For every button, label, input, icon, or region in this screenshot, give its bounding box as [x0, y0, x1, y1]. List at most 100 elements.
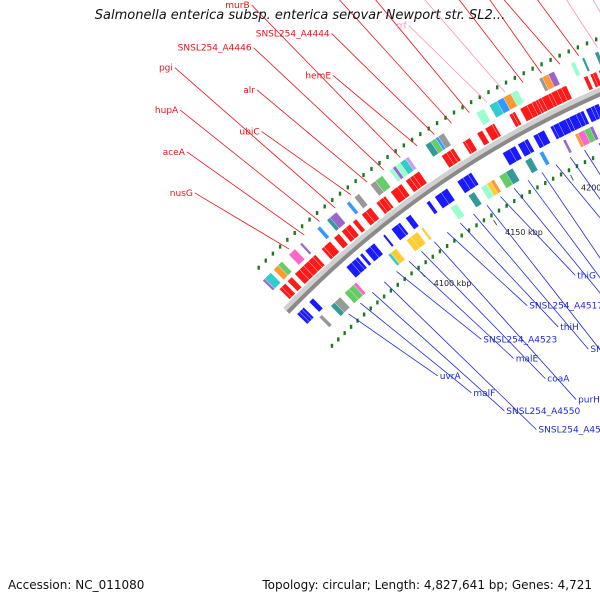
- gene-leader-line: [458, 0, 524, 83]
- reverse-cog-feature: [584, 127, 596, 143]
- gc-tick-dot: [308, 217, 311, 222]
- gc-tick-dot: [444, 115, 447, 120]
- reverse-cog-feature: [334, 297, 350, 313]
- gene-leader-line: [186, 151, 305, 236]
- reverse-feature: [383, 234, 394, 247]
- reverse-cog-feature: [450, 203, 465, 220]
- reverse-feature: [302, 307, 314, 320]
- reverse-cog-feature: [468, 192, 482, 208]
- reverse-feature: [426, 200, 438, 215]
- gene-leader-line: [446, 231, 528, 306]
- reverse-feature: [365, 246, 379, 262]
- forward-feature: [324, 241, 340, 258]
- forward-gene-labels: nusG aceA hupA pgi ubiC alr SNSL254_A4446 murB h…: [155, 0, 600, 250]
- forward-feature: [299, 265, 314, 280]
- forward-cog-feature: [346, 201, 359, 215]
- forward-cog-feature: [395, 162, 409, 178]
- forward-feature: [520, 105, 534, 122]
- reverse-cog-feature: [505, 168, 520, 185]
- forward-cog-feature: [400, 158, 414, 175]
- forward-cog-feature: [405, 156, 417, 171]
- gc-tick-dot: [549, 57, 552, 62]
- gc-tick-dot: [362, 172, 365, 177]
- gene-leader-line: [592, 0, 600, 13]
- reverse-feature: [391, 224, 407, 241]
- gc-tick-dot: [315, 210, 319, 215]
- gc-tick-dot: [424, 260, 427, 265]
- forward-feature: [561, 85, 573, 101]
- gc-tick-dot: [528, 189, 531, 194]
- gene-label: pgi: [159, 64, 173, 74]
- forward-feature: [397, 184, 410, 199]
- gc-tick-dot: [453, 238, 456, 243]
- forward-feature: [556, 88, 568, 103]
- gene-leader-line: [460, 222, 559, 328]
- gene-leader-line: [408, 25, 488, 103]
- gc-tick-dot: [445, 243, 449, 248]
- gene-label: nusG: [170, 189, 193, 199]
- gene-leader-line: [371, 292, 505, 412]
- gene-leader-line: [339, 0, 452, 124]
- gene-leader-line: [375, 0, 470, 113]
- gc-tick-dot: [487, 90, 490, 95]
- gene-leader-line: [174, 67, 336, 209]
- reverse-feature: [585, 107, 597, 123]
- forward-feature: [477, 130, 490, 146]
- gene-label: SNSL254_A4523: [483, 335, 557, 345]
- backbone-ring: [286, 92, 600, 314]
- gc-tick-dot: [286, 237, 289, 242]
- gc-tick-dot: [300, 224, 304, 229]
- tick-label: 4200 kbp: [581, 183, 600, 192]
- reverse-feature: [550, 125, 560, 140]
- reverse-feature: [594, 103, 600, 119]
- gene-leader-line: [527, 179, 600, 279]
- gene-leader-line: [473, 213, 589, 350]
- forward-feature: [462, 141, 472, 155]
- reverse-feature: [576, 112, 586, 127]
- gc-tick-dot: [558, 53, 561, 58]
- forward-feature: [485, 124, 499, 141]
- gene-label: rrf: [396, 21, 407, 31]
- reverse-gene-labels: uvrA malF SNSL254_A4550 SNSL254_A4528 SNSL25…: [348, 143, 600, 436]
- gc-tick-dot: [504, 80, 508, 85]
- forward-feature: [334, 233, 348, 249]
- gene-leader-line: [331, 33, 435, 135]
- reverse-cog-feature: [563, 139, 572, 154]
- gc-tick-dot: [497, 208, 501, 213]
- reverse-feature: [502, 149, 517, 166]
- feature-tracks: [262, 51, 600, 328]
- gene-label: SNSL254_A4444: [256, 30, 330, 40]
- reverse-cog-feature: [349, 284, 363, 300]
- reverse-feature: [405, 214, 419, 230]
- reverse-feature: [309, 298, 323, 312]
- gc-tick-dot: [520, 194, 524, 199]
- gc-tick-dot: [410, 137, 414, 142]
- reverse-feature: [537, 130, 551, 147]
- forward-feature: [383, 196, 394, 209]
- gc-tick-dot: [370, 166, 373, 171]
- forward-cog-feature: [300, 242, 312, 255]
- forward-feature: [541, 94, 555, 111]
- forward-cog-feature: [542, 74, 555, 90]
- reverse-cog-feature: [406, 237, 420, 252]
- gene-label: hupA: [155, 106, 179, 116]
- gc-tick-dot: [513, 75, 517, 80]
- gc-tick-dot: [402, 143, 406, 148]
- forward-feature: [551, 90, 563, 106]
- forward-cog-feature: [327, 217, 339, 231]
- forward-cog-feature: [392, 166, 404, 180]
- forward-feature: [441, 152, 454, 168]
- gene-leader-line: [348, 313, 438, 377]
- reverse-feature: [517, 141, 531, 157]
- gene-label: SNSL254_A4528: [538, 426, 600, 436]
- gc-tick-dot: [419, 132, 422, 137]
- gene-leader-line: [569, 157, 600, 200]
- gc-tick-dot: [531, 66, 534, 71]
- forward-cog-feature: [370, 181, 384, 196]
- gc-tick-dot: [490, 213, 493, 218]
- gene-leader-line: [486, 204, 600, 351]
- reverse-cog-feature: [388, 253, 400, 266]
- forward-feature: [390, 187, 406, 204]
- reverse-cog-feature: [525, 157, 538, 174]
